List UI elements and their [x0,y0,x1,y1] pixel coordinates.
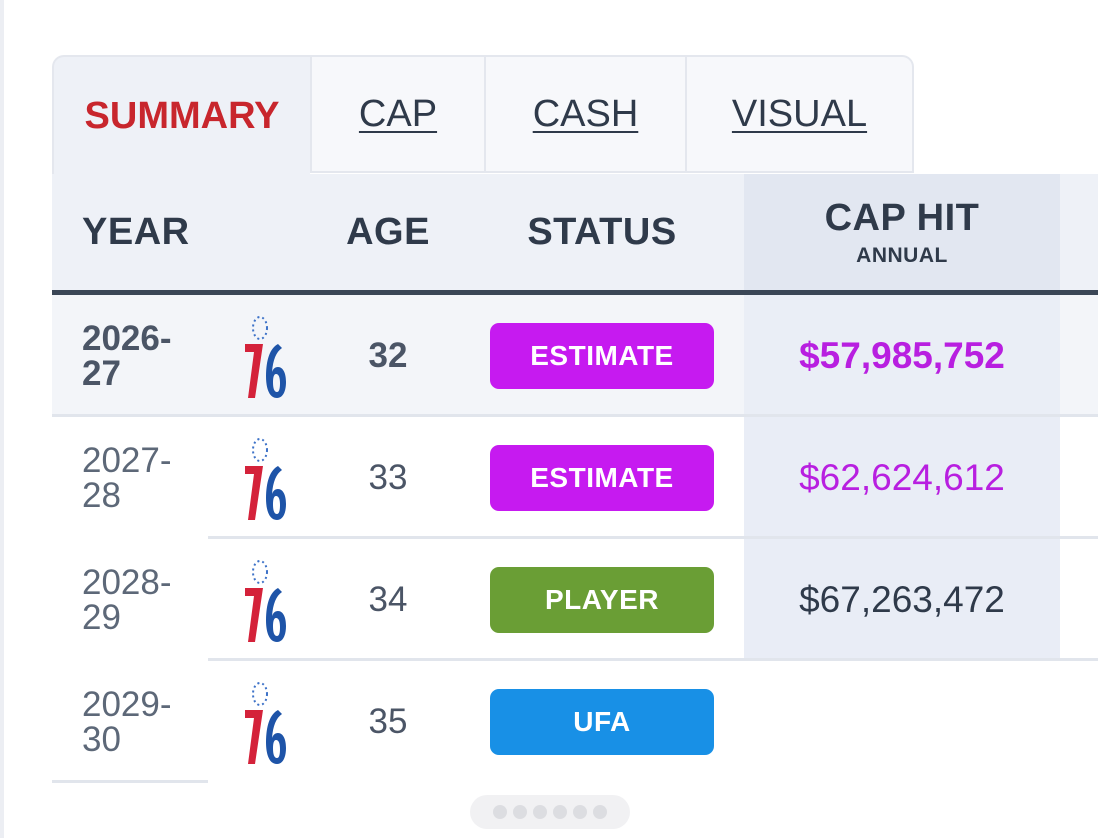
table-row: 2026- 27 32 ESTIMATE $57,985,752 [52,295,1098,417]
cap-hit-cell-bg [744,295,1060,417]
year-cell: 2028- 29 [82,539,202,661]
year-end: 30 [82,720,121,759]
table-row: 2029- 30 35 UFA [52,661,1098,783]
header-cap-hit-sublabel: ANNUAL [856,243,948,267]
table-body: 2026- 27 32 ESTIMATE $57,985,752 2027- 2… [52,295,1098,783]
header-age: AGE [338,174,438,290]
76ers-logo-icon [240,295,290,417]
76ers-logo-icon [240,661,290,783]
cap-hit-column-highlight [744,174,1060,290]
tab-bar: SUMMARY CAP CASH VISUAL [52,55,914,175]
table-header: YEAR AGE STATUS CAP HIT ANNUAL [52,174,1098,295]
header-cap-hit: CAP HIT ANNUAL [744,174,1060,290]
row-divider [52,780,208,783]
tab-cash-label: CASH [532,92,639,135]
status-badge: PLAYER [490,567,714,633]
cap-hit-cell: $57,985,752 [799,335,1005,376]
76ers-logo-icon [240,539,290,661]
cap-hit-cell-bg [744,539,1060,661]
year-cell: 2026- 27 [82,295,202,417]
tab-visual[interactable]: VISUAL [685,55,914,173]
age-cell: 35 [368,702,408,741]
left-border [0,0,4,838]
year-end: 29 [82,598,121,637]
status-cell: UFA [490,661,714,783]
status-badge: UFA [490,689,714,755]
header-year: YEAR [82,174,190,290]
age-cell: 32 [368,336,408,375]
status-cell: PLAYER [490,539,714,661]
status-cell: ESTIMATE [490,295,714,417]
year-end: 28 [82,476,121,515]
tab-cap-label: CAP [358,92,438,135]
year-cell: 2029- 30 [82,661,202,783]
age-cell: 33 [368,458,408,497]
table-row: 2028- 29 34 PLAYER $67,263,472 [52,539,1098,661]
status-badge: ESTIMATE [490,445,714,511]
tab-summary[interactable]: SUMMARY [52,55,310,175]
row-divider [208,536,1098,539]
row-divider [52,414,1098,417]
cap-hit-cell [744,661,1060,783]
contract-table: YEAR AGE STATUS CAP HIT ANNUAL 2026- 27 … [52,174,1098,783]
cap-hit-cell-bg [744,417,1060,539]
cap-hit-cell: $67,263,472 [799,579,1005,620]
cap-hit-cell: $62,624,612 [799,457,1005,498]
header-year-label: YEAR [82,210,190,253]
row-divider [208,658,1098,661]
status-cell: ESTIMATE [490,417,714,539]
tab-cash[interactable]: CASH [484,55,685,173]
year-start: 2029- [82,685,172,724]
header-age-label: AGE [346,210,430,253]
year-end: 27 [82,354,121,393]
year-cell: 2027- 28 [82,417,202,539]
tab-cap[interactable]: CAP [310,55,484,173]
tab-summary-label: SUMMARY [84,94,280,137]
header-status-label: STATUS [527,210,677,253]
header-status: STATUS [490,174,714,290]
76ers-logo-icon [240,417,290,539]
year-start: 2027- [82,441,172,480]
age-cell: 34 [368,580,408,619]
status-badge: ESTIMATE [490,323,714,389]
year-start: 2026- [82,319,172,358]
watermark [470,795,630,829]
tab-visual-label: VISUAL [731,92,868,135]
header-cap-hit-label: CAP HIT [824,196,980,239]
year-start: 2028- [82,563,172,602]
table-row: 2027- 28 33 ESTIMATE $62,624,612 [52,417,1098,539]
